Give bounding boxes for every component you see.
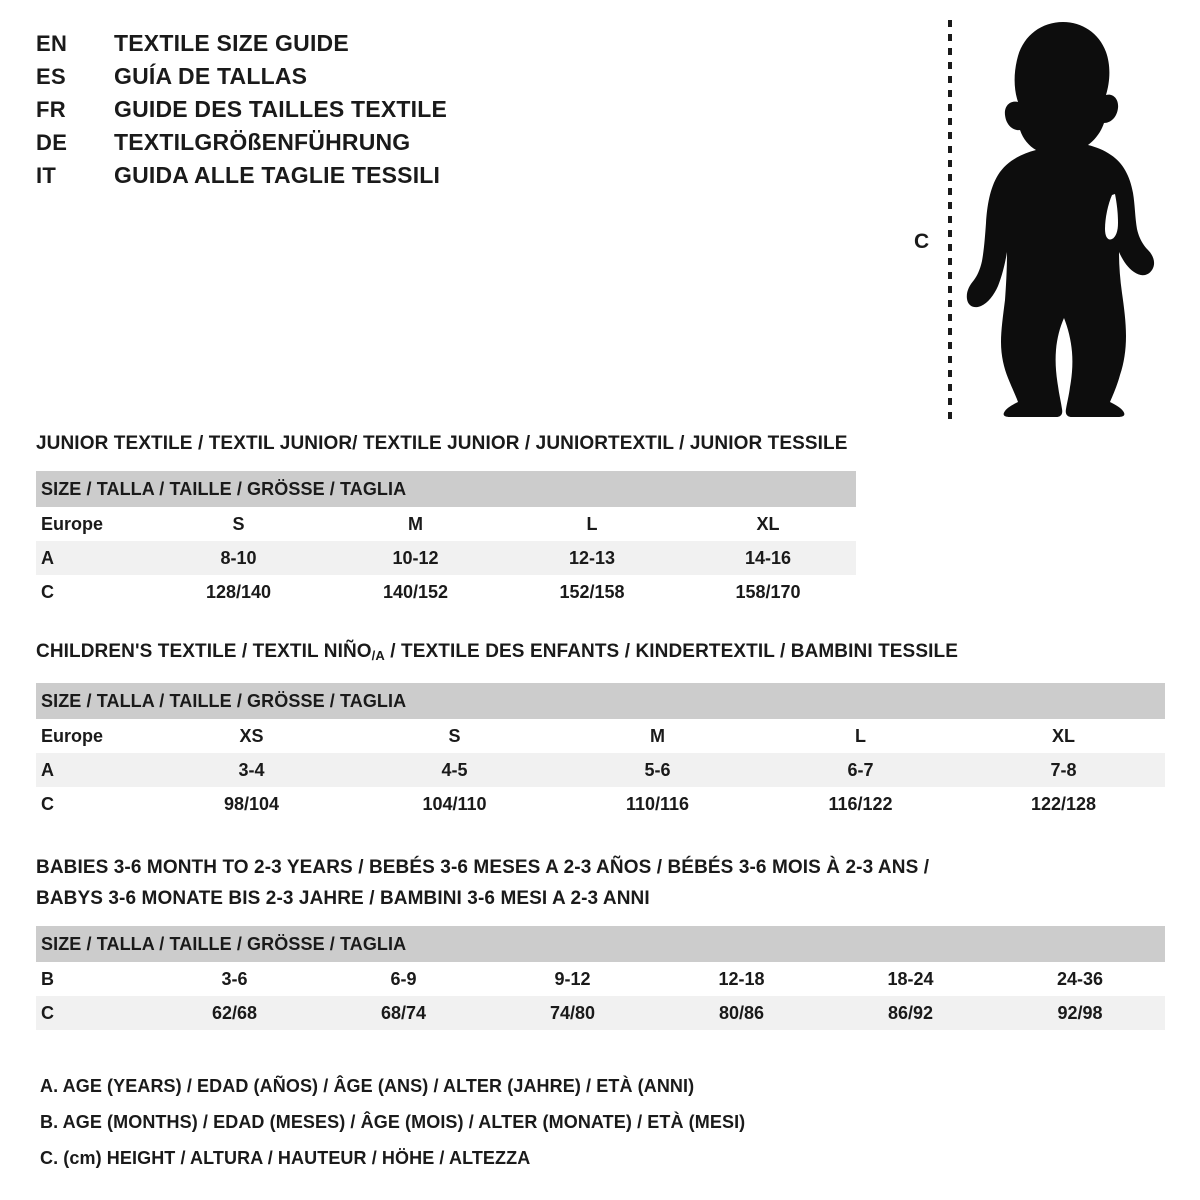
language-code: EN [36, 31, 68, 56]
table-row: C 128/140 140/152 152/158 158/170 [36, 575, 856, 609]
table-cell: 18-24 [887, 968, 934, 989]
table-cell: XS [239, 725, 264, 746]
legend-line-c: C. (cm) HEIGHT / ALTURA / HAUTEUR / HÖHE… [40, 1148, 531, 1168]
language-title-block: EN TEXTILE SIZE GUIDE ES GUÍA DE TALLAS … [36, 30, 556, 195]
legend-block: A. AGE (YEARS) / EDAD (AÑOS) / ÂGE (ANS)… [40, 1068, 940, 1176]
table-header-bar-row: SIZE / TALLA / TAILLE / GRÖSSE / TAGLIA [36, 471, 856, 507]
row-label: C [41, 581, 54, 602]
language-code: ES [36, 64, 66, 89]
height-dotted-line [948, 20, 952, 420]
size-bar-label: SIZE / TALLA / TAILLE / GRÖSSE / TAGLIA [36, 471, 856, 507]
table-cell: 10-12 [327, 541, 504, 575]
section-title-children-post: / TEXTILE DES ENFANTS / KINDERTEXTIL / B… [384, 641, 958, 662]
table-cell: 158/170 [735, 581, 801, 602]
table-cell: 3-4 [150, 753, 353, 788]
section-junior-textile: JUNIOR TEXTILE / TEXTIL JUNIOR/ TEXTILE … [36, 428, 856, 609]
table-cell: 104/110 [422, 793, 487, 814]
table-cell: 86/92 [826, 996, 995, 1030]
table-cell: 7-8 [962, 753, 1166, 788]
row-label: C [41, 793, 54, 814]
section-title-children-pre: CHILDREN'S TEXTILE / TEXTIL NIÑO [36, 641, 372, 662]
table-cell: L [586, 513, 598, 534]
language-title: TEXTILE SIZE GUIDE [114, 30, 349, 56]
child-silhouette-icon [966, 22, 1155, 417]
section-title-children: CHILDREN'S TEXTILE / TEXTIL NIÑO/A / TEX… [36, 636, 1165, 671]
table-row: Europe XS S M L XL [36, 719, 1165, 753]
size-bar-label: SIZE / TALLA / TAILLE / GRÖSSE / TAGLIA [36, 926, 1165, 962]
babies-size-table: SIZE / TALLA / TAILLE / GRÖSSE / TAGLIA … [36, 926, 1165, 1030]
junior-size-table: SIZE / TALLA / TAILLE / GRÖSSE / TAGLIA … [36, 471, 856, 609]
row-label: C [36, 996, 150, 1030]
table-row: A 8-10 10-12 12-13 14-16 [36, 541, 856, 575]
table-row: C 62/68 68/74 74/80 80/86 86/92 92/98 [36, 996, 1165, 1030]
table-cell: 98/104 [223, 793, 280, 814]
size-bar-label: SIZE / TALLA / TAILLE / GRÖSSE / TAGLIA [36, 683, 1166, 720]
table-cell: 14-16 [680, 541, 856, 575]
row-label: Europe [41, 513, 104, 534]
table-cell: M [650, 725, 665, 746]
table-row: B 3-6 6-9 9-12 12-18 18-24 24-36 [36, 962, 1165, 996]
table-header-bar-row: SIZE / TALLA / TAILLE / GRÖSSE / TAGLIA [36, 926, 1165, 962]
table-cell: 116/122 [828, 793, 893, 814]
table-cell: XL [1052, 725, 1076, 746]
language-row: IT GUIDA ALLE TAGLIE TESSILI [36, 162, 556, 195]
table-row: C 98/104 104/110 110/116 116/122 122/128 [36, 787, 1165, 821]
measure-c-label: C [914, 230, 930, 253]
table-cell: 12-18 [718, 968, 765, 989]
section-title-junior: JUNIOR TEXTILE / TEXTIL JUNIOR/ TEXTILE … [36, 433, 848, 454]
table-cell: 24-36 [1056, 968, 1104, 989]
legend-line-b: B. AGE (MONTHS) / EDAD (MESES) / ÂGE (MO… [40, 1112, 746, 1132]
row-label: B [41, 968, 54, 989]
row-label: A [36, 541, 150, 575]
language-row: DE TEXTILGRÖßENFÜHRUNG [36, 129, 556, 162]
table-cell: 6-9 [390, 968, 417, 989]
table-cell: 9-12 [554, 968, 591, 989]
language-row: EN TEXTILE SIZE GUIDE [36, 30, 556, 63]
table-cell: 110/116 [625, 793, 690, 814]
table-cell: 92/98 [995, 996, 1165, 1030]
table-cell: 68/74 [319, 996, 488, 1030]
table-cell: 140/152 [382, 581, 449, 602]
table-cell: 74/80 [488, 996, 657, 1030]
row-label: A [36, 753, 150, 788]
language-row: ES GUÍA DE TALLAS [36, 63, 556, 96]
table-cell: L [855, 725, 866, 746]
table-row: Europe S M L XL [36, 507, 856, 541]
language-title: GUIDA ALLE TAGLIE TESSILI [114, 162, 441, 188]
table-cell: 152/158 [559, 581, 625, 602]
language-title: GUÍA DE TALLAS [114, 63, 308, 89]
table-cell: 8-10 [150, 541, 327, 575]
language-code: IT [36, 163, 57, 188]
table-cell: 3-6 [221, 968, 248, 989]
table-cell: XL [756, 513, 780, 534]
row-label: Europe [41, 725, 104, 746]
table-cell: 6-7 [759, 753, 962, 788]
table-cell: S [232, 513, 245, 534]
table-cell: 128/140 [205, 581, 272, 602]
table-header-bar-row: SIZE / TALLA / TAILLE / GRÖSSE / TAGLIA [36, 683, 1166, 720]
table-cell: 5-6 [556, 753, 759, 788]
table-cell: S [448, 725, 461, 746]
language-title: GUIDE DES TAILLES TEXTILE [114, 96, 447, 122]
table-cell: 4-5 [353, 753, 556, 788]
language-row: FR GUIDE DES TAILLES TEXTILE [36, 96, 556, 129]
section-title-children-sub: /A [371, 648, 385, 664]
language-code: DE [36, 130, 68, 155]
children-size-table: SIZE / TALLA / TAILLE / GRÖSSE / TAGLIA … [36, 683, 1166, 821]
language-code: FR [36, 97, 66, 122]
table-cell: M [408, 513, 423, 534]
language-title: TEXTILGRÖßENFÜHRUNG [114, 129, 411, 155]
table-cell: 80/86 [657, 996, 826, 1030]
table-cell: 12-13 [504, 541, 680, 575]
section-title-babies-line1: BABIES 3-6 MONTH TO 2-3 YEARS / BEBÉS 3-… [36, 857, 930, 878]
section-babies-textile: BABIES 3-6 MONTH TO 2-3 YEARS / BEBÉS 3-… [36, 852, 1165, 1030]
table-cell: 122/128 [1030, 793, 1097, 814]
table-row: A 3-4 4-5 5-6 6-7 7-8 [36, 753, 1166, 788]
section-title-babies-line2: BABYS 3-6 MONATE BIS 2-3 JAHRE / BAMBINI… [36, 888, 650, 909]
height-measurement-figure: C [900, 12, 1180, 422]
table-cell: 62/68 [150, 996, 319, 1030]
legend-line-a: A. AGE (YEARS) / EDAD (AÑOS) / ÂGE (ANS)… [40, 1076, 695, 1096]
section-childrens-textile: CHILDREN'S TEXTILE / TEXTIL NIÑO/A / TEX… [36, 636, 1166, 821]
